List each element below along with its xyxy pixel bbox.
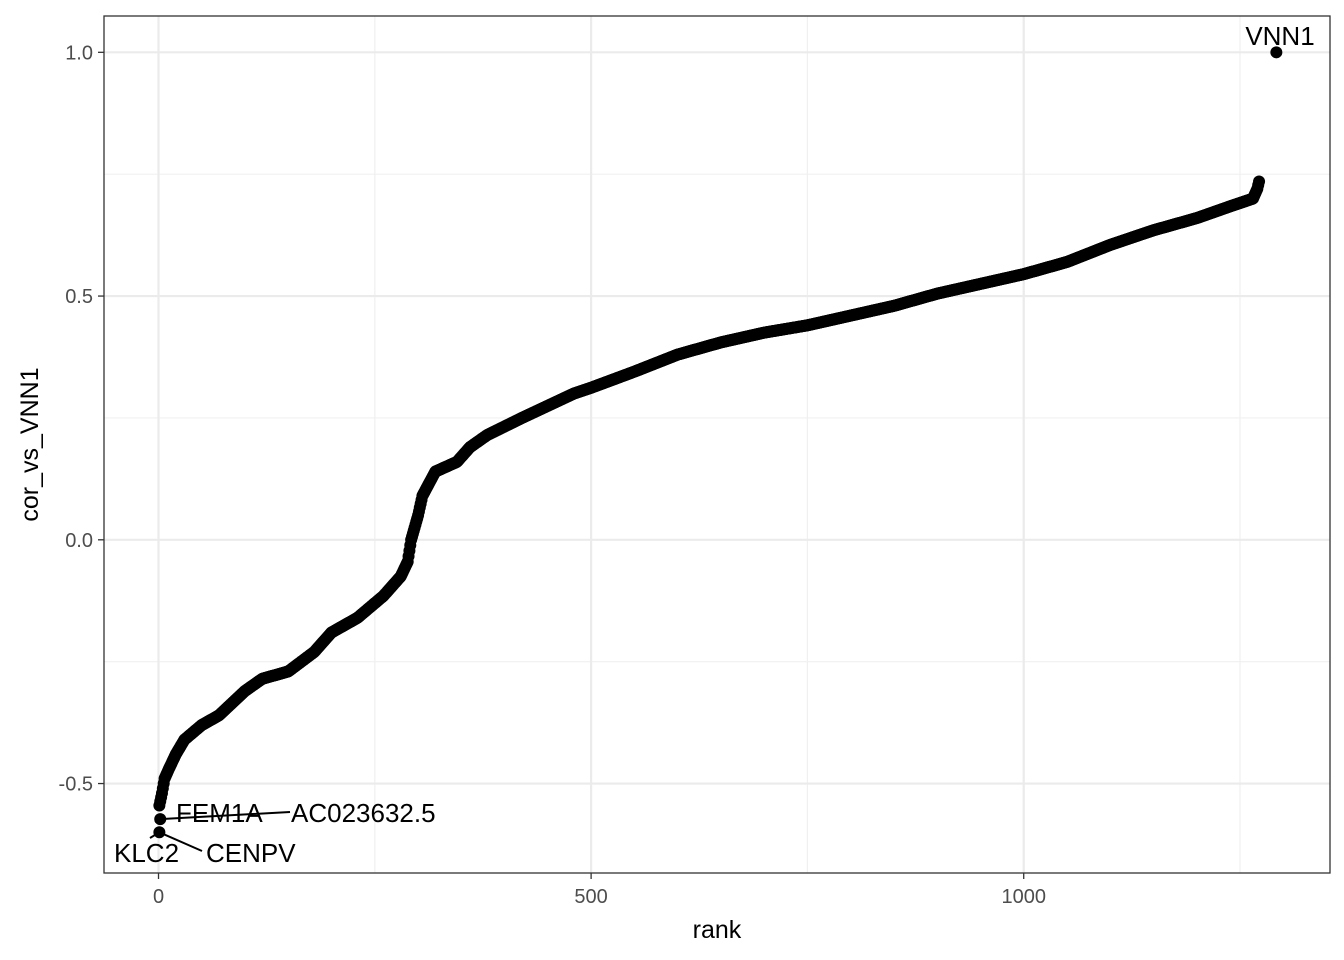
point-label-ac023632-5: AC023632.5 (291, 798, 436, 828)
point-label-layer: VNN1 FEM1A AC023632.5 KLC2 CENPV (114, 21, 1315, 868)
point-label-vnn1: VNN1 (1245, 21, 1314, 51)
point-label-cenpv: CENPV (206, 838, 296, 868)
point-label-fem1a: FEM1A (176, 798, 263, 828)
y-tick-label: -0.5 (59, 774, 93, 796)
y-axis-title: cor_vs_VNN1 (16, 367, 44, 521)
y-tick-label: 1.0 (65, 42, 93, 64)
point-label-klc2: KLC2 (114, 838, 179, 868)
label-leader-segment (160, 811, 291, 821)
panel-border (103, 15, 1331, 874)
x-axis-title: rank (693, 916, 742, 944)
y-tick-label: 0.5 (65, 286, 93, 308)
x-tick-label: 1000 (1001, 886, 1046, 908)
y-tick-label: 0.0 (65, 530, 93, 552)
label-leader-segment (158, 831, 203, 852)
labeled-data-point (1270, 46, 1283, 59)
grid-layer (104, 16, 1330, 873)
data-layer (153, 46, 1283, 839)
x-tick-label: 500 (574, 886, 607, 908)
label-segment-layer (149, 811, 291, 852)
label-leader-segment (149, 831, 160, 839)
data-point (1253, 175, 1266, 188)
axis-layer: 0 500 1000 -0.5 0.0 0.5 1.0 (59, 42, 1046, 908)
x-tick-label: 0 (153, 886, 164, 908)
label-leader-segment (154, 818, 161, 823)
